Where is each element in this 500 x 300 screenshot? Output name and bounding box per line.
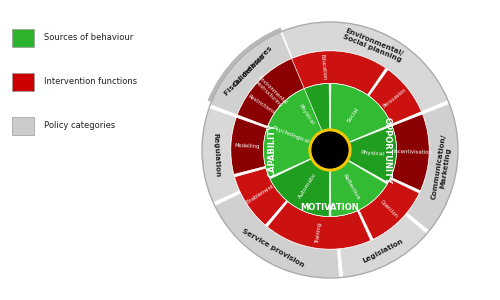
Text: Physical: Physical [298, 103, 315, 126]
Wedge shape [231, 117, 267, 174]
Text: Incentivisation: Incentivisation [394, 149, 432, 155]
Text: Environmental
restructuring: Environmental restructuring [252, 75, 288, 110]
Text: Modelling: Modelling [234, 143, 260, 149]
Text: Social: Social [346, 106, 360, 124]
Wedge shape [268, 83, 330, 143]
Text: Guidelines: Guidelines [232, 53, 266, 88]
Wedge shape [264, 88, 323, 177]
Wedge shape [238, 81, 282, 124]
Wedge shape [234, 168, 286, 225]
Wedge shape [270, 158, 330, 217]
Wedge shape [340, 215, 427, 278]
Text: Legislation: Legislation [361, 238, 404, 264]
Text: Sources of behaviour: Sources of behaviour [44, 34, 133, 43]
Circle shape [312, 132, 348, 168]
Text: Persuasion: Persuasion [382, 88, 407, 109]
Text: Reflective: Reflective [342, 172, 360, 201]
Wedge shape [346, 126, 397, 182]
Wedge shape [214, 193, 340, 278]
Wedge shape [369, 70, 422, 124]
Text: Intervention functions: Intervention functions [44, 77, 137, 86]
Text: OPPORTUNITY: OPPORTUNITY [383, 117, 392, 183]
Wedge shape [210, 32, 292, 115]
Text: Physical: Physical [360, 150, 384, 156]
Text: Fiscal measures: Fiscal measures [224, 45, 274, 97]
Text: Coercion: Coercion [378, 199, 398, 218]
Wedge shape [208, 28, 282, 102]
Text: CAPABILITY: CAPABILITY [268, 123, 277, 177]
Wedge shape [330, 159, 387, 217]
Text: Training: Training [316, 221, 323, 243]
Text: Regulation: Regulation [212, 133, 220, 177]
Wedge shape [390, 114, 429, 191]
Text: Communication/
Marketing: Communication/ Marketing [430, 134, 454, 202]
Text: Service provision: Service provision [241, 228, 306, 268]
FancyBboxPatch shape [12, 117, 34, 135]
Wedge shape [261, 51, 386, 102]
Text: Restrictions: Restrictions [246, 94, 275, 115]
Wedge shape [267, 202, 370, 249]
Wedge shape [330, 83, 392, 143]
Wedge shape [282, 22, 448, 112]
Wedge shape [407, 103, 458, 231]
Text: Education: Education [319, 54, 326, 81]
Text: Enablement: Enablement [246, 184, 275, 205]
Text: Automatic: Automatic [297, 172, 318, 200]
FancyBboxPatch shape [12, 73, 34, 91]
Text: MOTIVATION: MOTIVATION [300, 203, 360, 212]
Circle shape [309, 129, 351, 171]
Wedge shape [202, 108, 239, 202]
Text: Environmental/
Social planning: Environmental/ Social planning [342, 27, 405, 63]
Wedge shape [359, 179, 420, 239]
Text: Psychological: Psychological [272, 125, 310, 144]
Wedge shape [212, 33, 290, 112]
Text: Policy categories: Policy categories [44, 122, 115, 130]
Wedge shape [237, 58, 304, 126]
FancyBboxPatch shape [12, 29, 34, 47]
